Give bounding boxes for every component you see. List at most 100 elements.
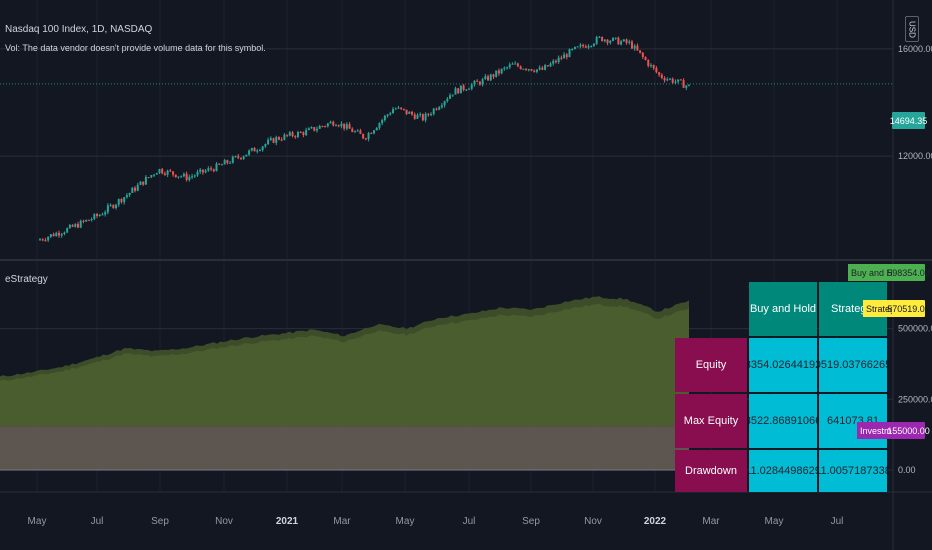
candle-body: [630, 41, 633, 49]
price-axis-tick-label: 12000.00: [898, 151, 932, 161]
candle-body: [250, 148, 253, 151]
candle-body: [283, 134, 286, 140]
candle-body: [150, 175, 153, 178]
candle-body: [117, 199, 120, 205]
candle-body: [261, 146, 264, 151]
candle-body: [318, 126, 321, 129]
candle-body: [614, 37, 617, 39]
candle-body: [351, 128, 354, 133]
time-axis-label: Nov: [215, 516, 233, 527]
candle-body: [481, 79, 484, 85]
candle-body: [60, 233, 63, 236]
candle-body: [606, 39, 609, 43]
candle-body: [310, 127, 313, 129]
candle-body: [557, 57, 560, 63]
candle-body: [408, 111, 411, 114]
table-cell-drawdown-buy-hold: 11.0284498629: [749, 450, 817, 492]
candle-body: [508, 64, 511, 68]
candle-body: [174, 174, 177, 178]
candle-body: [74, 223, 77, 227]
candle-body: [144, 177, 147, 185]
candle-body: [131, 187, 134, 193]
candle-body: [416, 114, 419, 119]
candle-body: [201, 169, 204, 173]
candle-body: [603, 39, 606, 42]
candle-body: [101, 214, 104, 216]
time-axis-label: May: [765, 516, 784, 527]
candle-body: [658, 72, 661, 75]
currency-badge[interactable]: USD: [905, 16, 919, 42]
candle-body: [625, 39, 628, 43]
candle-body: [147, 177, 150, 179]
candle-body: [511, 63, 514, 65]
candle-body: [497, 70, 500, 74]
candle-body: [258, 150, 261, 152]
candle-body: [177, 176, 180, 178]
candle-body: [538, 67, 541, 70]
symbol-title: Nasdaq 100 Index, 1D, NASDAQ: [5, 24, 153, 35]
table-row-max-equity-label: Max Equity: [675, 394, 747, 448]
candle-body: [639, 50, 642, 53]
candle-body: [172, 171, 175, 175]
candle-body: [215, 163, 218, 172]
candle-body: [478, 81, 481, 85]
candle-body: [454, 88, 457, 95]
candle-body: [381, 119, 384, 124]
candle-body: [611, 37, 614, 41]
candle-body: [185, 173, 188, 180]
candle-body: [446, 98, 449, 102]
candle-body: [367, 133, 370, 140]
candle-body: [440, 105, 443, 108]
candle-body: [688, 84, 690, 86]
candle-body: [188, 176, 191, 180]
candle-body: [294, 136, 297, 138]
candle-body: [210, 168, 213, 170]
equity-axis-tick-label: 0.00: [898, 465, 916, 475]
candle-body: [115, 204, 118, 209]
candle-body: [58, 232, 61, 236]
candle-body: [573, 46, 576, 50]
candle-body: [155, 173, 158, 175]
candle-body: [459, 85, 462, 94]
candle-body: [55, 232, 58, 237]
candle-body: [592, 43, 595, 46]
candle-body: [66, 228, 69, 233]
candle-body: [522, 68, 525, 70]
table-cell-max-equity-strategy: 641073.81: [819, 394, 887, 448]
candle-body: [668, 78, 671, 80]
candle-body: [128, 192, 131, 196]
candle-body: [142, 181, 145, 185]
candle-body: [392, 109, 395, 114]
candle-body: [487, 76, 490, 81]
current-price-tag: 14694.35: [890, 112, 927, 129]
candle-body: [546, 65, 549, 67]
candle-body: [622, 39, 625, 42]
candle-body: [272, 138, 275, 143]
table-cell-max-equity-buy-hold: 673522.8689106672: [749, 394, 817, 448]
candle-body: [584, 46, 587, 48]
candle-body: [571, 49, 574, 51]
candle-body: [199, 169, 202, 172]
table-cell-equity-strategy: 570519.0376626506: [819, 338, 887, 392]
candle-body: [296, 132, 299, 137]
candle-body: [52, 234, 55, 237]
investment-value-tag: 155000.00: [887, 422, 930, 439]
candle-body: [383, 115, 386, 120]
candle-body: [204, 170, 207, 173]
time-axis-label: Sep: [522, 516, 540, 527]
candle-body: [541, 67, 544, 70]
candle-body: [378, 123, 381, 128]
candle-body: [226, 160, 229, 163]
candle-body: [679, 79, 682, 81]
candle-body: [348, 124, 351, 129]
candle-body: [332, 121, 335, 126]
candle-body: [568, 49, 571, 58]
candle-body: [595, 37, 598, 44]
investment-area: [0, 426, 689, 470]
candle-body: [245, 154, 248, 157]
candle-body: [277, 137, 280, 140]
candle-body: [104, 212, 107, 215]
table-row-drawdown-label: Drawdown: [675, 450, 747, 492]
candle-body: [218, 163, 221, 165]
